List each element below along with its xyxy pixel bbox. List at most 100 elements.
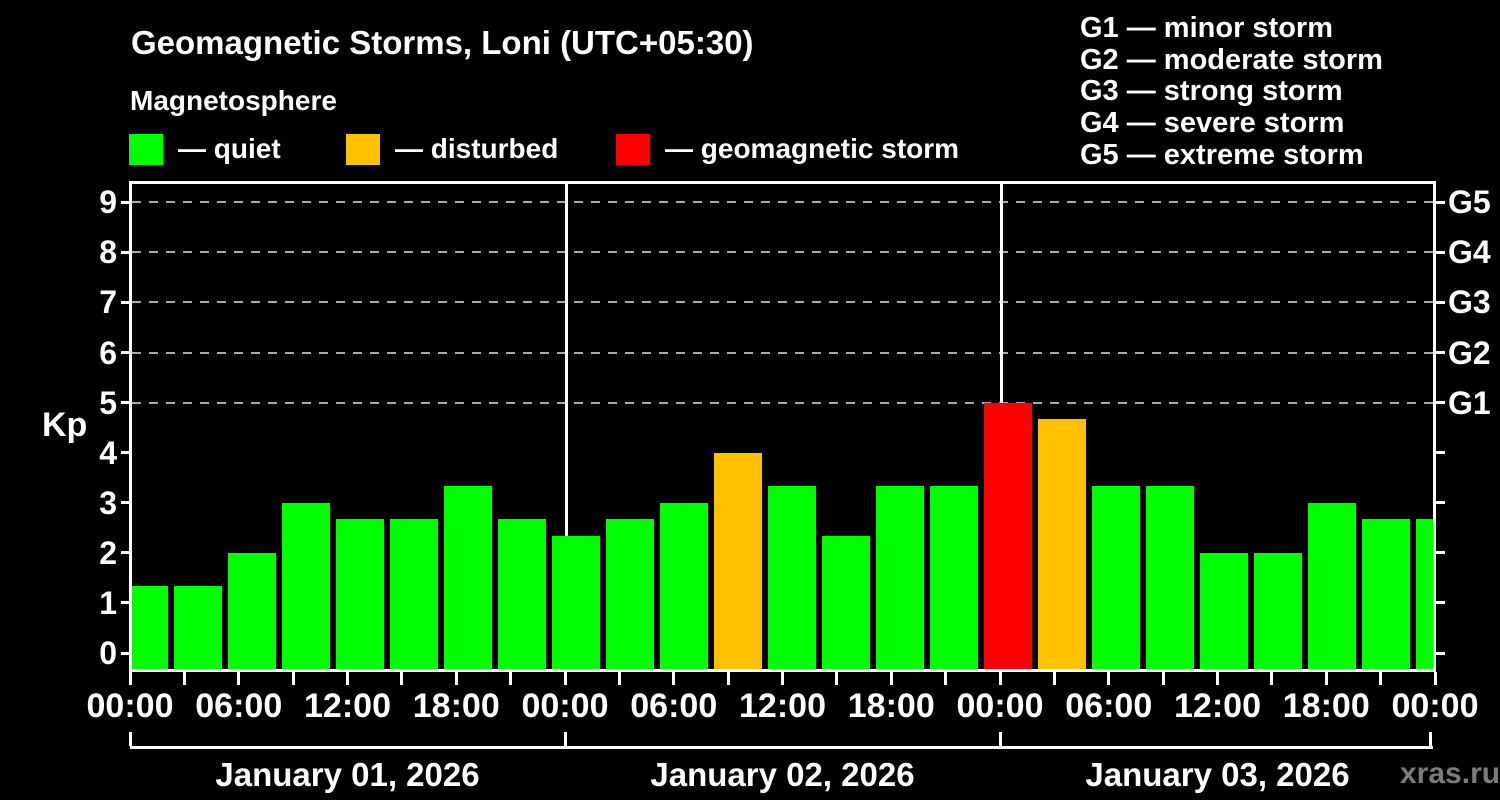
- scale-legend-line-1: G1 — minor storm: [1080, 12, 1333, 44]
- kp-bar: [1253, 552, 1303, 669]
- y-axis-tick-right: [1436, 651, 1445, 655]
- x-axis-tick: [998, 672, 1002, 685]
- x-axis-tick: [835, 672, 839, 685]
- y-axis-label-7: 7: [99, 284, 117, 321]
- plot-area: [129, 181, 1436, 672]
- y-axis-tick-right: [1436, 501, 1445, 505]
- y-axis-label-5: 5: [99, 384, 117, 421]
- x-axis-tick: [182, 672, 186, 685]
- kp-bar: [1307, 502, 1357, 669]
- storm-scale-legend: G1 — minor storm G2 — moderate storm G3 — …: [1080, 12, 1383, 172]
- x-axis-tick: [454, 672, 458, 685]
- y-axis-label-6: 6: [99, 334, 117, 371]
- x-axis-tick: [889, 672, 893, 685]
- condition-legend: — quiet — disturbed — geomagnetic storm: [129, 133, 1029, 167]
- hour-label: 06:00: [1065, 687, 1153, 725]
- y-axis-tick-left: [120, 601, 130, 605]
- kp-bar: [497, 519, 547, 669]
- date-axis-tick: [998, 732, 1002, 746]
- gridline-kp8: [132, 251, 1433, 254]
- y-axis-label-1: 1: [99, 584, 117, 621]
- y-axis-tick-left: [120, 200, 130, 204]
- kp-bar: [983, 402, 1033, 669]
- x-axis-tick: [1433, 672, 1437, 685]
- y-axis-tick-right: [1436, 300, 1445, 304]
- y-axis-tick-right: [1436, 551, 1445, 555]
- hour-label: 12:00: [739, 687, 826, 725]
- y-axis-tick-left: [120, 351, 130, 355]
- y-axis-label-9: 9: [99, 184, 117, 221]
- kp-bar: [281, 502, 331, 669]
- scale-legend-line-4: G4 — severe storm: [1080, 107, 1345, 140]
- y-axis-label-8: 8: [99, 234, 117, 271]
- x-axis-tick: [400, 672, 404, 685]
- kp-bar: [605, 519, 655, 669]
- kp-bar: [389, 519, 439, 669]
- right-axis-label-g3: G3: [1448, 284, 1491, 321]
- right-axis-label-g1: G1: [1448, 384, 1491, 421]
- x-axis-tick: [672, 672, 676, 685]
- x-axis-tick: [291, 672, 295, 685]
- y-axis-label-4: 4: [99, 434, 117, 471]
- x-axis-tick: [237, 672, 241, 685]
- date-label: January 01, 2026: [215, 756, 480, 793]
- kp-bar: [713, 452, 763, 669]
- hour-label: 12:00: [1174, 687, 1261, 725]
- x-axis-tick: [563, 672, 567, 685]
- legend-label-disturbed: — disturbed: [395, 133, 559, 164]
- x-axis-tick: [1379, 672, 1383, 685]
- x-axis-tick: [1107, 672, 1111, 685]
- y-axis-tick-left: [120, 300, 130, 304]
- scale-legend-line-2: G2 — moderate storm: [1080, 43, 1383, 76]
- legend-item-quiet: — quiet: [129, 133, 281, 165]
- legend-item-storm: — geomagnetic storm: [616, 133, 959, 165]
- scale-legend-line-3: G3 — strong storm: [1080, 75, 1343, 108]
- hour-label: 18:00: [1282, 687, 1370, 725]
- y-axis-tick-left: [120, 551, 130, 555]
- y-axis-tick-left: [120, 651, 130, 655]
- y-axis-tick-left: [120, 451, 130, 455]
- kp-bar: [132, 586, 169, 669]
- gridline-kp9: [132, 201, 1433, 204]
- date-label: January 03, 2026: [1085, 756, 1350, 793]
- kp-bar: [227, 552, 277, 669]
- y-axis-tick-left: [120, 501, 130, 505]
- date-axis-tick: [564, 732, 568, 746]
- x-axis-tick: [726, 672, 730, 685]
- kp-bar: [1145, 486, 1195, 669]
- hour-label: 12:00: [304, 687, 391, 725]
- kp-bar: [443, 486, 493, 669]
- chart-subtitle: Magnetosphere: [130, 85, 337, 116]
- hour-label: 00:00: [86, 687, 174, 725]
- y-axis-label-3: 3: [99, 484, 117, 521]
- gridline-kp6: [132, 351, 1433, 354]
- kp-bar: [173, 586, 223, 669]
- gridline-kp5: [132, 401, 1433, 404]
- y-axis-title: Kp: [42, 406, 88, 444]
- kp-bar: [875, 486, 925, 669]
- y-axis-label-2: 2: [99, 534, 117, 571]
- date-label: January 02, 2026: [650, 756, 915, 793]
- x-axis-tick: [1216, 672, 1219, 685]
- x-axis-tick: [617, 672, 621, 685]
- chart-title: Geomagnetic Storms, Loni (UTC+05:30): [131, 24, 754, 61]
- y-axis-tick-right: [1436, 451, 1445, 455]
- y-axis-tick-left: [120, 401, 130, 405]
- y-axis-label-0: 0: [99, 635, 117, 671]
- quiet-swatch: [129, 133, 163, 165]
- kp-bar: [1415, 519, 1433, 669]
- y-axis-tick-right: [1436, 601, 1445, 605]
- hour-label: 06:00: [630, 687, 718, 725]
- legend-label-storm: — geomagnetic storm: [665, 133, 960, 164]
- x-axis-tick: [781, 672, 784, 685]
- date-axis-tick: [1428, 732, 1432, 746]
- right-axis-label-g4: G4: [1448, 234, 1491, 271]
- y-axis-tick-right: [1436, 351, 1445, 355]
- x-axis-tick: [1161, 672, 1165, 685]
- storm-swatch: [616, 133, 650, 165]
- kp-bar: [1361, 519, 1411, 669]
- x-axis-tick: [1324, 672, 1328, 685]
- legend-label-quiet: — quiet: [178, 133, 281, 164]
- kp-bar: [335, 519, 385, 669]
